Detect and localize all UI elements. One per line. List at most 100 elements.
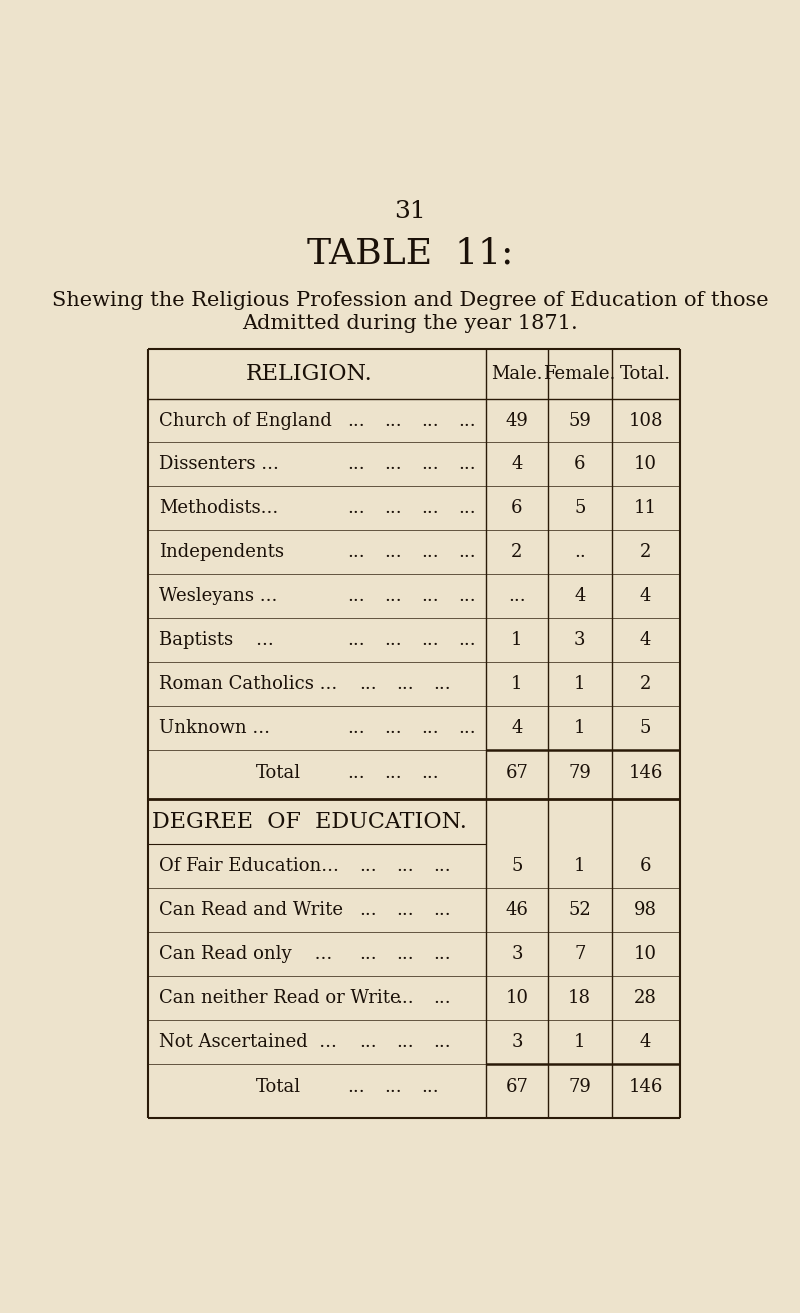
Text: ...: ... [347, 544, 365, 561]
Text: Female.: Female. [543, 365, 616, 382]
Text: 1: 1 [574, 857, 586, 876]
Text: Male.: Male. [491, 365, 542, 382]
Text: ...: ... [384, 632, 402, 649]
Text: 11: 11 [634, 499, 657, 517]
Text: Baptists    ...: Baptists ... [159, 632, 274, 649]
Text: Admitted during the year 1871.: Admitted during the year 1871. [242, 314, 578, 332]
Text: Total: Total [256, 1078, 301, 1096]
Text: 10: 10 [634, 945, 657, 964]
Text: ...: ... [458, 411, 476, 429]
Text: 146: 146 [629, 1078, 662, 1096]
Text: ...: ... [422, 718, 439, 737]
Text: 108: 108 [628, 411, 663, 429]
Text: ...: ... [422, 1078, 439, 1096]
Text: ...: ... [458, 718, 476, 737]
Text: Roman Catholics ...: Roman Catholics ... [159, 675, 337, 693]
Text: ...: ... [434, 945, 451, 964]
Text: 10: 10 [634, 456, 657, 474]
Text: 4: 4 [511, 718, 522, 737]
Text: 5: 5 [574, 499, 586, 517]
Text: ...: ... [359, 901, 377, 919]
Text: Can Read and Write: Can Read and Write [159, 901, 343, 919]
Text: ...: ... [347, 456, 365, 474]
Text: 10: 10 [506, 989, 529, 1007]
Text: ...: ... [422, 587, 439, 605]
Text: 1: 1 [574, 1033, 586, 1050]
Text: ...: ... [347, 499, 365, 517]
Text: 79: 79 [568, 764, 591, 781]
Text: Wesleyans ...: Wesleyans ... [159, 587, 278, 605]
Text: Methodists...: Methodists... [159, 499, 278, 517]
Text: ...: ... [458, 544, 476, 561]
Text: 67: 67 [506, 1078, 528, 1096]
Text: 67: 67 [506, 764, 528, 781]
Text: ..: .. [574, 544, 586, 561]
Text: ...: ... [397, 989, 414, 1007]
Text: Unknown ...: Unknown ... [159, 718, 270, 737]
Text: 46: 46 [506, 901, 528, 919]
Text: ...: ... [434, 857, 451, 876]
Text: 4: 4 [640, 587, 651, 605]
Text: 49: 49 [506, 411, 528, 429]
Text: Of Fair Education...: Of Fair Education... [159, 857, 338, 876]
Text: ...: ... [384, 1078, 402, 1096]
Text: ...: ... [347, 411, 365, 429]
Text: Independents: Independents [159, 544, 284, 561]
Text: ...: ... [384, 411, 402, 429]
Text: 6: 6 [511, 499, 522, 517]
Text: ...: ... [422, 632, 439, 649]
Text: ...: ... [422, 456, 439, 474]
Text: ...: ... [359, 945, 377, 964]
Text: Can neither Read or Write: Can neither Read or Write [159, 989, 401, 1007]
Text: ...: ... [359, 1033, 377, 1050]
Text: RELIGION.: RELIGION. [246, 362, 373, 385]
Text: ...: ... [397, 675, 414, 693]
Text: ...: ... [458, 456, 476, 474]
Text: 1: 1 [574, 675, 586, 693]
Text: 7: 7 [574, 945, 586, 964]
Text: ...: ... [434, 901, 451, 919]
Text: ...: ... [434, 675, 451, 693]
Text: ...: ... [422, 499, 439, 517]
Text: 1: 1 [574, 718, 586, 737]
Text: ...: ... [384, 718, 402, 737]
Text: 4: 4 [640, 1033, 651, 1050]
Text: 5: 5 [640, 718, 651, 737]
Text: 2: 2 [511, 544, 522, 561]
Text: ...: ... [397, 901, 414, 919]
Text: ...: ... [397, 945, 414, 964]
Text: 3: 3 [511, 945, 522, 964]
Text: ...: ... [434, 989, 451, 1007]
Text: ...: ... [347, 1078, 365, 1096]
Text: ...: ... [422, 544, 439, 561]
Text: Not Ascertained  ...: Not Ascertained ... [159, 1033, 337, 1050]
Text: 3: 3 [511, 1033, 522, 1050]
Text: 52: 52 [568, 901, 591, 919]
Text: DEGREE  OF  EDUCATION.: DEGREE OF EDUCATION. [152, 810, 466, 832]
Text: ...: ... [458, 587, 476, 605]
Text: ...: ... [458, 632, 476, 649]
Text: 2: 2 [640, 675, 651, 693]
Text: ...: ... [397, 1033, 414, 1050]
Text: 28: 28 [634, 989, 657, 1007]
Text: 6: 6 [574, 456, 586, 474]
Text: 1: 1 [511, 632, 522, 649]
Text: 31: 31 [394, 200, 426, 223]
Text: Can Read only    ...: Can Read only ... [159, 945, 332, 964]
Text: ...: ... [434, 1033, 451, 1050]
Text: 146: 146 [629, 764, 662, 781]
Text: 5: 5 [511, 857, 522, 876]
Text: ...: ... [384, 499, 402, 517]
Text: ...: ... [359, 857, 377, 876]
Text: ...: ... [397, 857, 414, 876]
Text: TABLE  11:: TABLE 11: [307, 236, 513, 270]
Text: 4: 4 [574, 587, 586, 605]
Text: Dissenters ...: Dissenters ... [159, 456, 278, 474]
Text: 6: 6 [640, 857, 651, 876]
Text: ...: ... [384, 544, 402, 561]
Text: Shewing the Religious Profession and Degree of Education of those: Shewing the Religious Profession and Deg… [52, 290, 768, 310]
Text: ...: ... [359, 675, 377, 693]
Text: 98: 98 [634, 901, 657, 919]
Text: ...: ... [347, 632, 365, 649]
Text: ...: ... [384, 764, 402, 781]
